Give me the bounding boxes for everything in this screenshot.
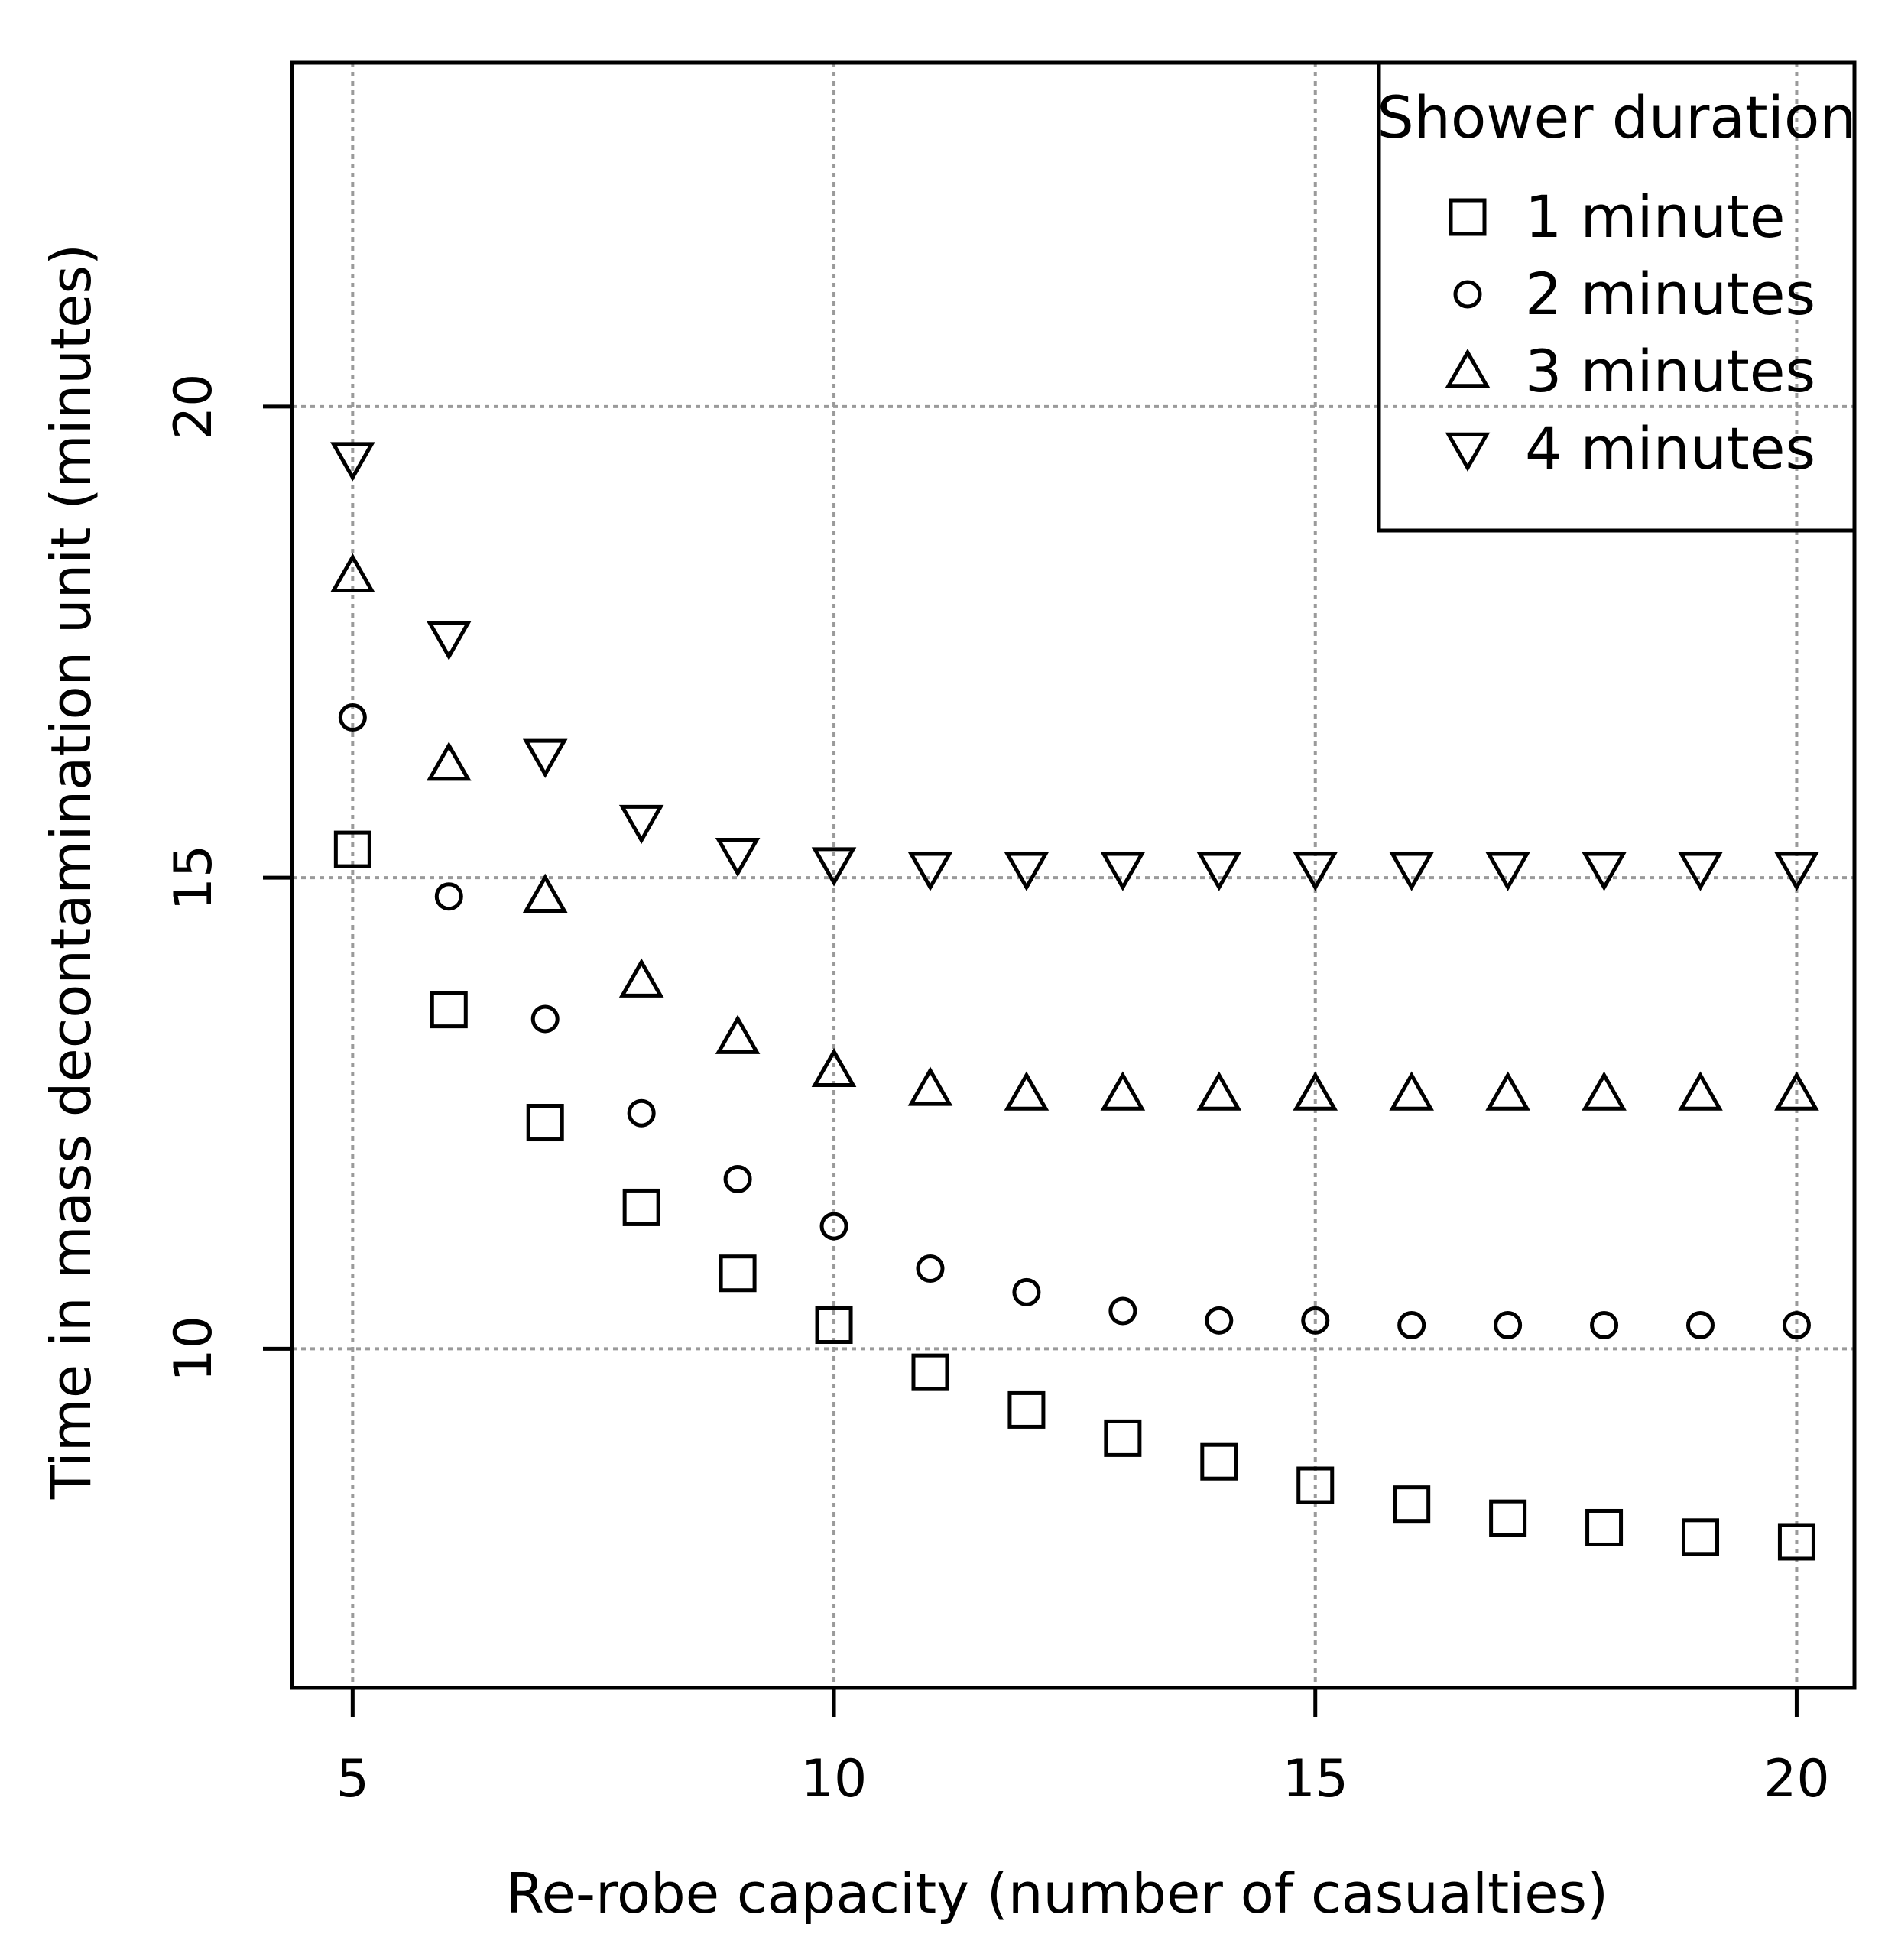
grid-lines [292,63,1854,1688]
data-point [1004,852,1050,891]
data-point [1681,1518,1719,1556]
data-point [1293,1071,1338,1111]
data-point [338,703,367,732]
legend-entry: 1 minute [1449,183,1786,251]
data-point [1489,1499,1527,1537]
x-tick-label-20: 20 [1763,1749,1830,1809]
legend: Shower duration 1 minute 2 minutes 3 minut… [1377,60,1857,533]
data-point [1774,1071,1819,1111]
data-point [430,991,468,1029]
data-point [815,1306,853,1345]
data-point [811,1047,857,1087]
data-point [530,1004,560,1034]
data-point [1104,1419,1142,1457]
data-point [1782,1311,1811,1340]
data-point [1774,852,1819,891]
data-point [1585,1508,1624,1546]
legend-entry: 4 minutes [1445,414,1815,482]
data-point [622,1188,660,1226]
data-point [1293,852,1338,891]
data-point [1393,1485,1431,1524]
data-point [1678,852,1723,891]
data-point [618,804,664,845]
data-point [1485,1071,1530,1111]
data-point [1100,1071,1146,1111]
series-2 [338,703,1811,1340]
legend-label: 4 minutes [1525,414,1815,482]
x-tick-label-5: 5 [336,1749,369,1809]
data-point [1296,1466,1335,1504]
data-point [723,1164,752,1193]
x-tick-label-15: 15 [1282,1749,1348,1809]
data-point [526,1104,564,1142]
data-point [1205,1306,1234,1335]
data-point [522,873,568,913]
x-tick-label-10: 10 [801,1749,868,1809]
data-point [916,1254,945,1283]
y-tick-label-20: 20 [164,374,224,440]
data-point [522,738,568,778]
data-point [618,958,664,998]
legend-entries: 1 minute 2 minutes 3 minutes 4 minutes [1445,183,1815,482]
data-points [330,442,1819,1561]
data-point [1004,1071,1050,1111]
data-point [1196,1071,1242,1111]
legend-box [1377,60,1857,533]
data-point [719,1254,757,1293]
data-point [1301,1306,1330,1335]
data-point [1685,1311,1715,1340]
data-point [1494,1311,1523,1340]
data-point [1582,1071,1627,1111]
y-tick-label-10: 10 [164,1316,224,1382]
data-point [911,1353,949,1391]
legend-title: Shower duration [1377,83,1856,151]
data-point [1485,852,1530,891]
series-3 [330,553,1819,1111]
data-point [907,852,953,891]
data-point [1108,1296,1137,1326]
legend-label: 2 minutes [1525,260,1815,328]
y-tick-label-15: 15 [164,845,224,911]
data-point [1397,1311,1426,1340]
data-point [1196,852,1242,891]
y-axis-label: Time in mass decontamination unit (minut… [39,244,103,1500]
data-point [1389,852,1434,891]
legend-label: 1 minute [1525,183,1786,251]
data-point [1389,1071,1434,1111]
data-point [715,838,761,878]
plot-frame [290,60,1857,1690]
data-point [330,553,375,592]
data-point [819,1212,848,1241]
data-point [1590,1311,1619,1340]
data-point [1582,852,1627,891]
data-point [333,830,371,868]
legend-label: 3 minutes [1525,337,1815,405]
data-point [426,621,472,660]
legend-marker [1449,198,1487,236]
axis-ticks: 5 10 15 20 10 15 20 [164,374,1830,1809]
data-point [1100,852,1146,891]
data-point [1012,1277,1041,1306]
data-point [1678,1071,1723,1111]
x-axis-label: Re-robe capacity (number of casualties) [506,1861,1608,1926]
data-point [1007,1390,1046,1429]
legend-marker [1445,348,1491,388]
series-4 [330,442,1819,891]
series-1 [333,830,1815,1561]
data-point [907,1066,953,1106]
data-point [715,1014,761,1054]
legend-entry: 2 minutes [1453,260,1815,328]
data-point [627,1098,656,1128]
data-point [1777,1523,1815,1561]
data-point [426,741,472,781]
data-point [811,847,857,887]
data-point [330,442,375,482]
data-point [1200,1442,1238,1481]
legend-marker [1445,432,1491,472]
data-point [434,882,463,911]
legend-entry: 3 minutes [1445,337,1815,405]
legend-marker [1453,280,1482,309]
